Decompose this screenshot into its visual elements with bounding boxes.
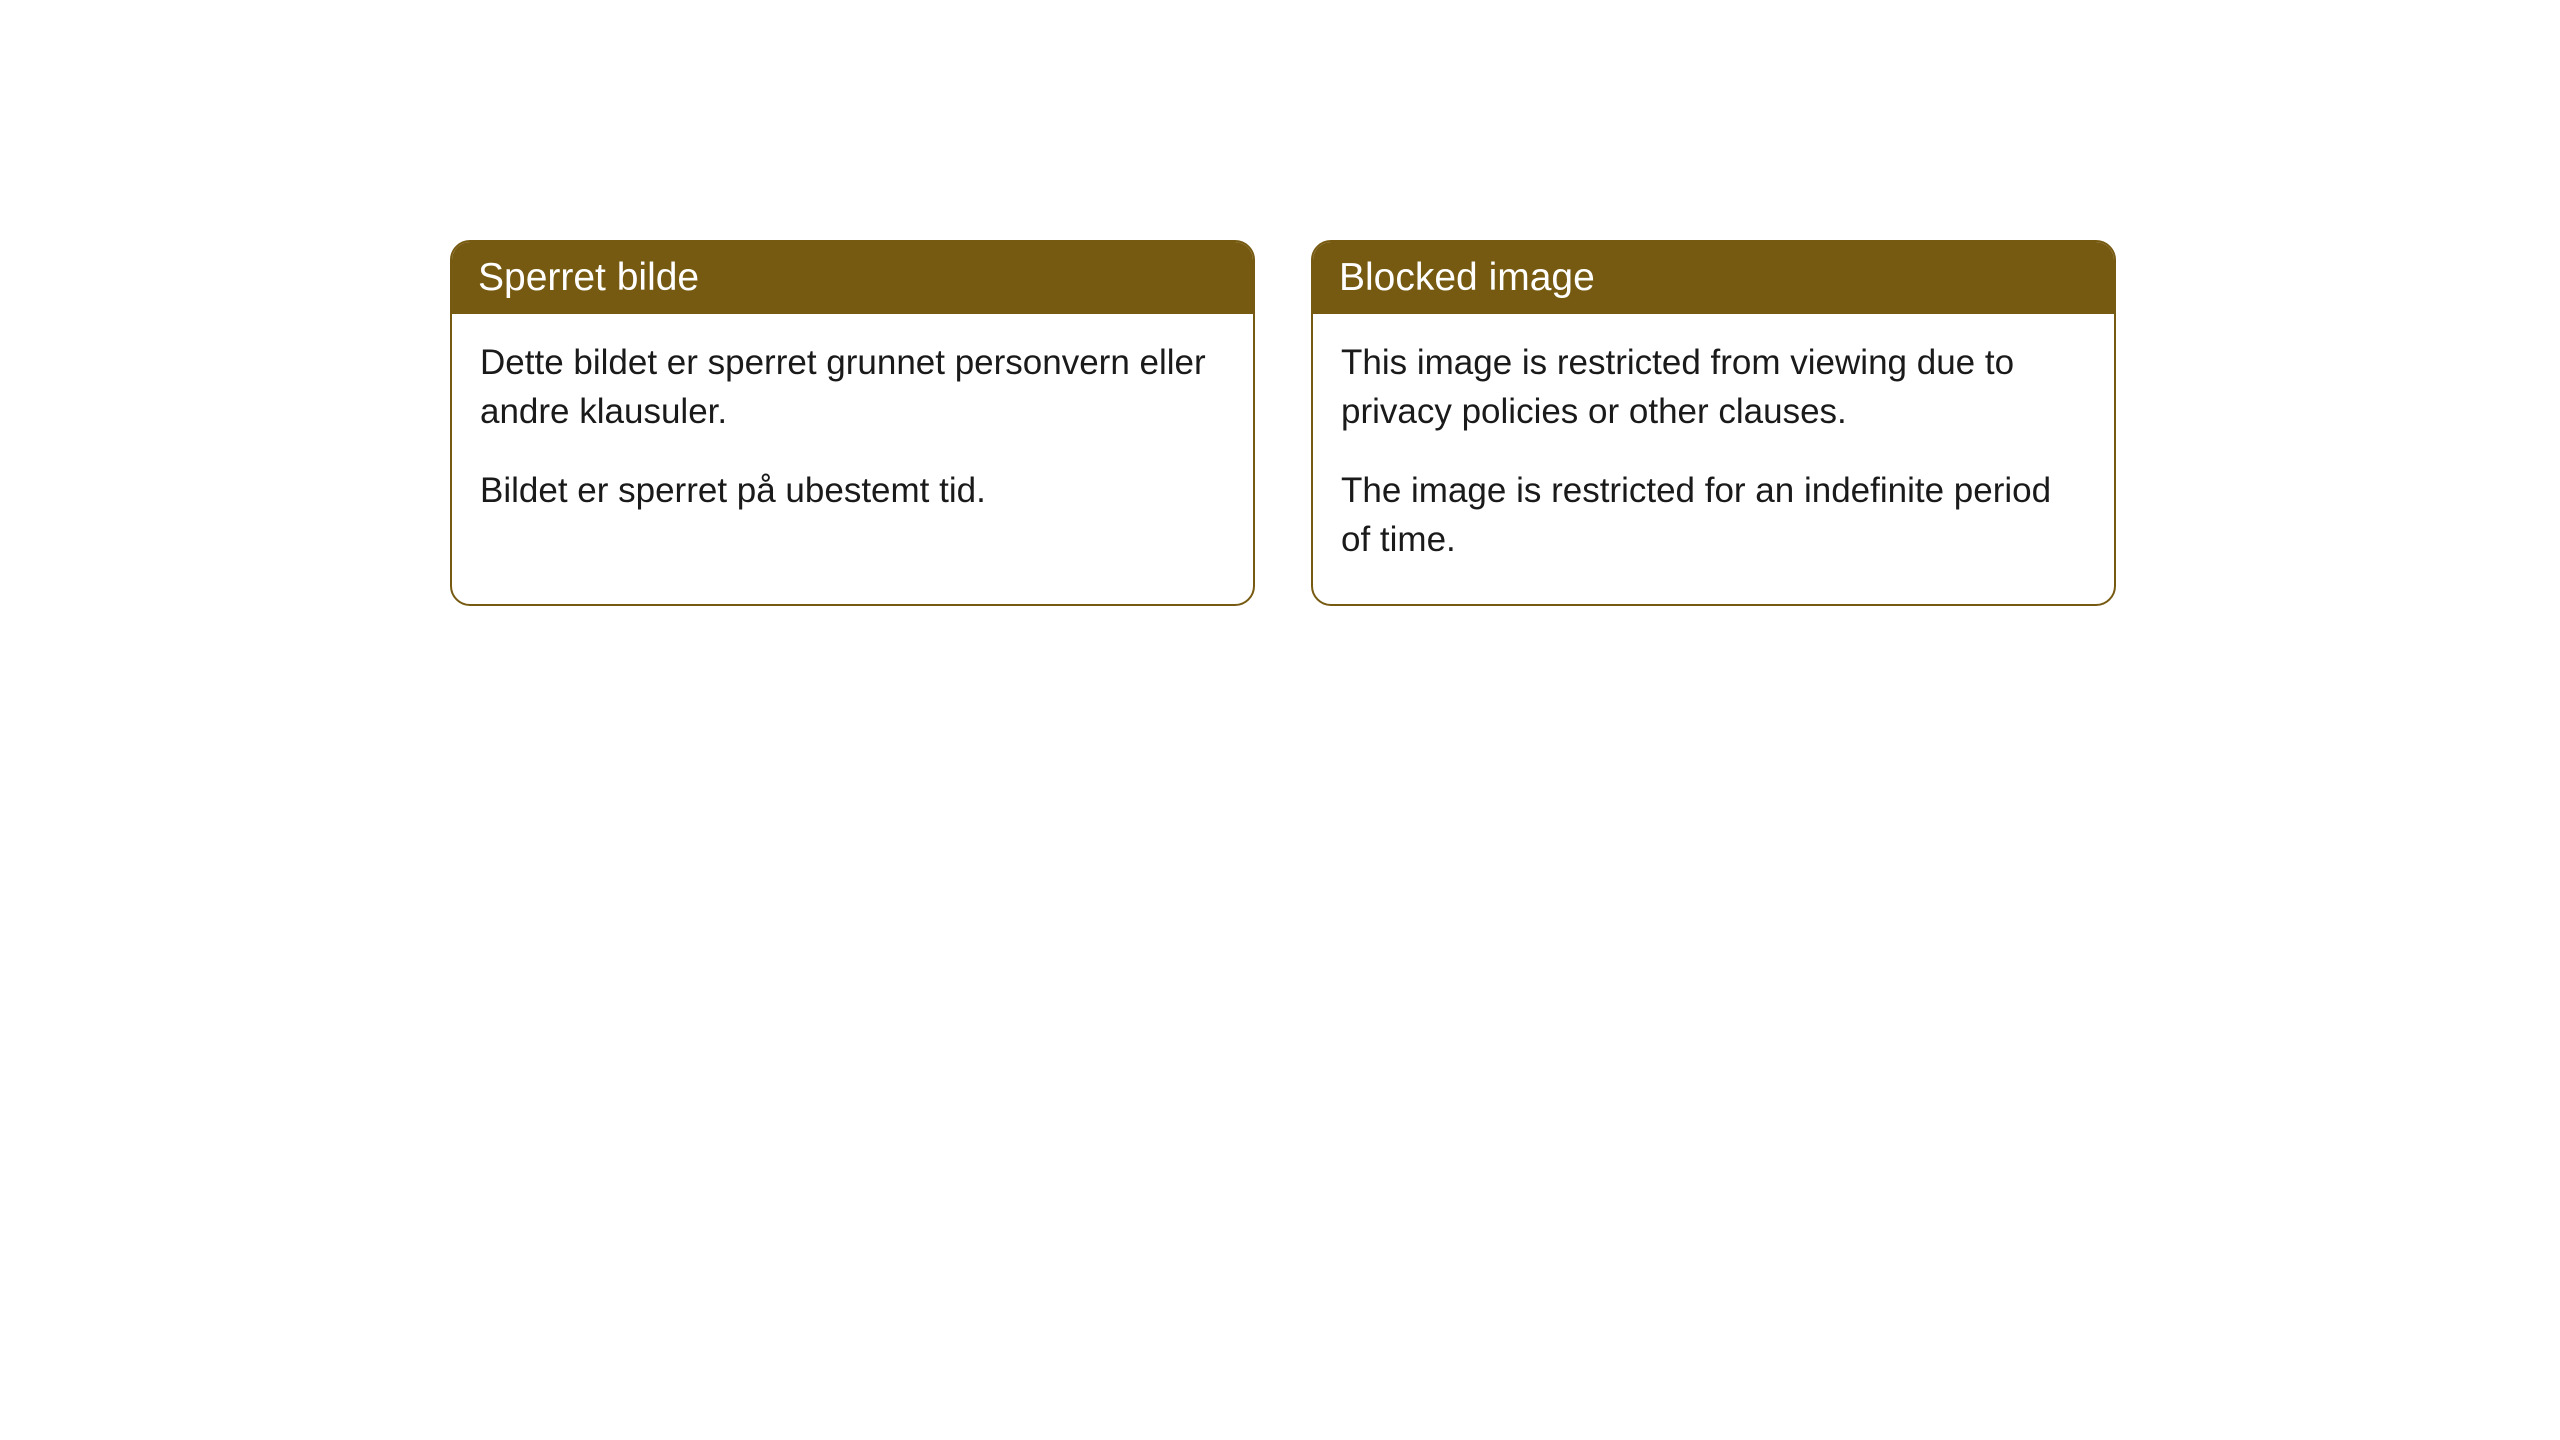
notice-card-norwegian: Sperret bilde Dette bildet er sperret gr… <box>450 240 1255 606</box>
notice-card-english: Blocked image This image is restricted f… <box>1311 240 2116 606</box>
card-title: Blocked image <box>1339 256 1595 299</box>
card-paragraph: Bildet er sperret på ubestemt tid. <box>480 466 1225 515</box>
notice-cards-container: Sperret bilde Dette bildet er sperret gr… <box>450 240 2116 606</box>
card-title: Sperret bilde <box>478 256 699 299</box>
card-body: This image is restricted from viewing du… <box>1313 314 2114 604</box>
card-paragraph: Dette bildet er sperret grunnet personve… <box>480 338 1225 436</box>
card-header: Sperret bilde <box>452 242 1253 314</box>
card-header: Blocked image <box>1313 242 2114 314</box>
card-paragraph: This image is restricted from viewing du… <box>1341 338 2086 436</box>
card-paragraph: The image is restricted for an indefinit… <box>1341 466 2086 564</box>
card-body: Dette bildet er sperret grunnet personve… <box>452 314 1253 555</box>
